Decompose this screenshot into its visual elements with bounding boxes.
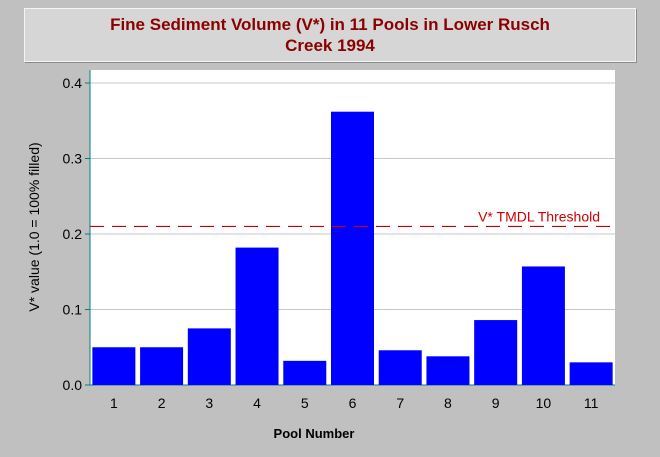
bar-pool-4 bbox=[235, 247, 279, 385]
y-tick-label: 0.2 bbox=[63, 226, 83, 242]
x-tick-label: 5 bbox=[301, 395, 309, 411]
bar-pool-10 bbox=[521, 266, 565, 385]
x-tick-label: 6 bbox=[349, 395, 357, 411]
bar-pool-1 bbox=[92, 347, 136, 385]
bar-pool-7 bbox=[378, 350, 422, 385]
x-tick-label: 4 bbox=[253, 395, 261, 411]
y-tick-label: 0.3 bbox=[63, 151, 83, 167]
threshold-label: V* TMDL Threshold bbox=[478, 208, 600, 224]
bar-pool-11 bbox=[569, 362, 613, 385]
x-tick-label: 10 bbox=[536, 395, 552, 411]
x-tick-label: 1 bbox=[110, 395, 118, 411]
y-tick-label: 0.4 bbox=[63, 75, 83, 91]
x-tick-label: 2 bbox=[158, 395, 166, 411]
bar-pool-2 bbox=[140, 347, 184, 385]
x-tick-label: 11 bbox=[584, 395, 599, 411]
bar-pool-6 bbox=[331, 111, 374, 385]
x-tick-label: 7 bbox=[396, 395, 404, 411]
x-tick-label: 3 bbox=[205, 395, 213, 411]
chart-title-line-2: Creek 1994 bbox=[285, 36, 375, 55]
y-tick-label: 0.0 bbox=[63, 377, 83, 393]
bar-pool-3 bbox=[187, 328, 231, 385]
x-axis-title: Pool Number bbox=[274, 426, 355, 441]
bar-pool-8 bbox=[426, 356, 470, 385]
x-tick-label: 8 bbox=[444, 395, 452, 411]
bar-pool-5 bbox=[283, 360, 327, 385]
y-axis-title: V* value (1.0 = 100% filled) bbox=[26, 142, 42, 311]
y-tick-label: 0.1 bbox=[63, 302, 83, 318]
chart-title-line-1: Fine Sediment Volume (V*) in 11 Pools in… bbox=[110, 15, 550, 34]
bar-pool-9 bbox=[474, 320, 518, 385]
x-tick-label: 9 bbox=[492, 395, 500, 411]
chart-title-box: Fine Sediment Volume (V*) in 11 Pools in… bbox=[24, 8, 636, 62]
